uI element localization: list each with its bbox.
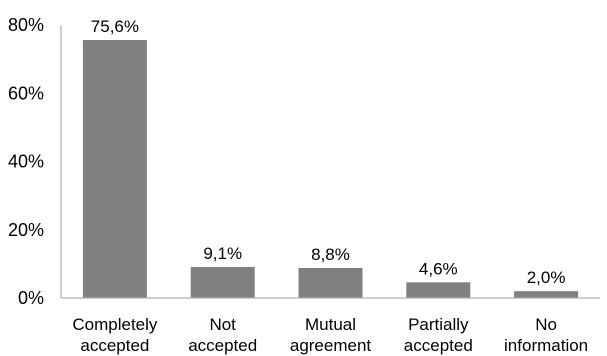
y-tick-label: 40% xyxy=(8,152,44,172)
x-category-label-line: Mutual xyxy=(305,315,356,334)
data-label: 75,6% xyxy=(91,17,139,36)
x-category-label-line: Not xyxy=(209,315,236,334)
x-category-label-line: agreement xyxy=(290,336,372,355)
y-tick-label: 60% xyxy=(8,83,44,103)
data-label: 8,8% xyxy=(311,245,350,264)
y-tick-label: 80% xyxy=(8,15,44,35)
bar xyxy=(82,40,147,298)
x-category-label-line: accepted xyxy=(80,336,149,355)
x-category-label: Partially accepted xyxy=(404,315,473,355)
bar xyxy=(514,291,579,298)
x-category-label: Mutual agreement xyxy=(290,315,372,355)
bar xyxy=(190,266,255,298)
x-category-label: Completely accepted xyxy=(72,315,158,355)
x-category-label-line: No xyxy=(535,315,557,334)
x-category-label-line: Partially xyxy=(408,315,469,334)
x-category-label: No information xyxy=(504,315,588,355)
category-labels: Completely accepted Not accepted Mutual agree… xyxy=(72,315,588,355)
x-category-label-line: Completely xyxy=(72,315,158,334)
data-labels: 75,6% 9,1% 8,8% 4,6% 2,0% xyxy=(91,17,566,287)
bars xyxy=(82,40,579,298)
x-category-label-line: information xyxy=(504,336,588,355)
x-category-label-line: accepted xyxy=(404,336,473,355)
axes xyxy=(60,25,600,299)
bar xyxy=(406,282,471,298)
y-tick-label: 20% xyxy=(8,220,44,240)
x-category-label: Not accepted xyxy=(188,315,257,355)
data-label: 4,6% xyxy=(419,259,458,278)
data-label: 9,1% xyxy=(203,244,242,263)
bar xyxy=(298,267,363,298)
y-tick-label: 0% xyxy=(18,288,44,308)
x-category-label-line: accepted xyxy=(188,336,257,355)
y-axis-ticks: 0% 20% 40% 60% 80% xyxy=(8,15,44,308)
data-label: 2,0% xyxy=(527,268,566,287)
